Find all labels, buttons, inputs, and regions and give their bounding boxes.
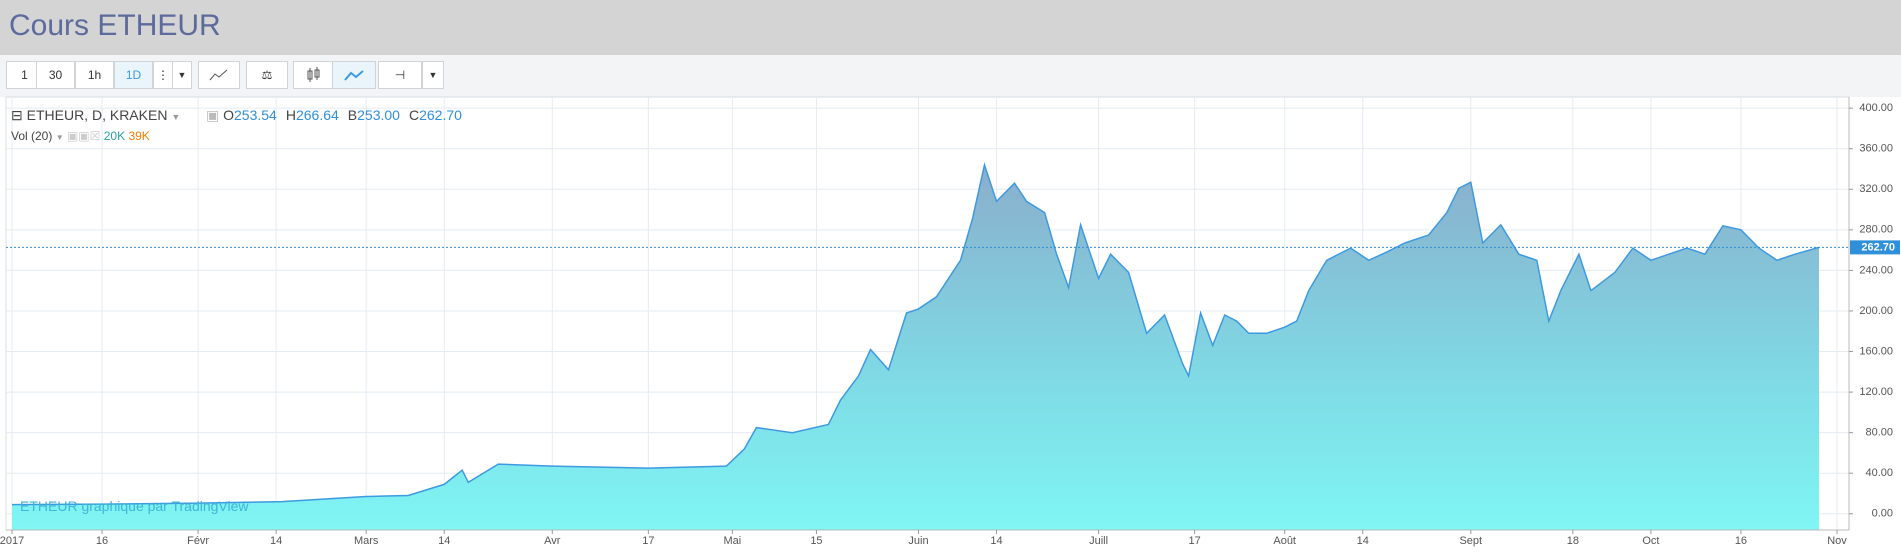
legend-symbol: ⊟ ETHEUR, D, KRAKEN ▼	[11, 107, 181, 123]
axes: 0.00 40.00 80.00 120.00 160.00 200.00 240.00 28…	[0, 102, 1900, 547]
x-tick-label: 16	[96, 535, 108, 547]
x-tick-label: Oct	[1642, 535, 1659, 547]
x-tick-label: Nov	[1827, 535, 1847, 547]
x-tick-label: 18	[1567, 535, 1579, 547]
volume-value: 20K	[103, 129, 126, 143]
x-tick-label: 2017	[0, 535, 24, 547]
x-tick-label: 14	[270, 535, 282, 547]
price-line	[11, 162, 1820, 506]
toolbar: 1 30 1h 1D ⋮ ▼ ⚖ ⊣ ▼	[0, 55, 1901, 97]
y-tick-label: 200.00	[1859, 305, 1893, 317]
y-tick-label: 240.00	[1859, 264, 1893, 276]
interval-button[interactable]: 30	[36, 61, 75, 89]
header: Cours ETHEUR	[0, 0, 1901, 55]
page-title: Cours ETHEUR	[9, 9, 221, 42]
series	[6, 162, 1849, 530]
x-tick-label: Févr	[187, 535, 209, 547]
y-tick-label: 80.00	[1865, 427, 1893, 439]
y-tick-label: 0.00	[1872, 508, 1893, 520]
x-tick-label: Sept	[1459, 535, 1482, 547]
icon	[344, 70, 364, 81]
ohlc-value: 253.00	[357, 107, 400, 123]
area-fill	[12, 164, 1819, 530]
candles-button[interactable]	[293, 61, 333, 89]
compare-button[interactable]: ⚖	[246, 61, 288, 89]
watermark: ETHEUR graphique par TradingView	[20, 498, 249, 514]
x-tick-label: 17	[1189, 535, 1201, 547]
y-tick-label: 280.00	[1859, 224, 1893, 236]
y-tick-label: 160.00	[1859, 345, 1893, 357]
icon	[209, 69, 228, 81]
symbol: ETHEUR, D, KRAKEN	[26, 107, 168, 123]
interval-button[interactable]: 1h	[75, 61, 114, 89]
area-button[interactable]	[332, 61, 376, 89]
legend-volume: Vol (20) ▼ ▣▣☒ 20K 39K	[11, 129, 150, 143]
icon	[307, 67, 320, 82]
ohlc-value: 266.64	[295, 107, 339, 123]
x-tick-label: 17	[642, 535, 654, 547]
ohlc-value: 253.54	[234, 107, 277, 123]
y-tick-label: 400.00	[1859, 102, 1893, 114]
x-tick-label: Mai	[724, 535, 742, 547]
ohlc-key: C	[408, 107, 420, 123]
more-button[interactable]: ⋮	[153, 61, 173, 89]
volume-name: Vol (20)	[11, 129, 53, 143]
indicators-button[interactable]	[198, 61, 240, 89]
x-tick-label: Juin	[908, 535, 928, 547]
last-price-box	[1850, 240, 1900, 255]
x-tick-label: 16	[1735, 535, 1747, 547]
dropdown-button[interactable]: ▼	[172, 61, 192, 89]
replay-button[interactable]: ⊣	[378, 61, 422, 89]
ohlc-value: 262.70	[419, 107, 462, 123]
x-tick-label: Mars	[354, 535, 379, 547]
dropdown-button[interactable]: ▼	[422, 61, 444, 89]
x-tick-label: 14	[990, 535, 1002, 547]
legend-ohlc: ▣ O253.54 H266.64 B253.00 C262.70	[206, 107, 462, 123]
x-tick-label: 14	[1357, 535, 1369, 547]
x-tick-label: Juill	[1089, 535, 1108, 547]
y-tick-label: 40.00	[1865, 467, 1893, 479]
interval-button[interactable]: 1D	[114, 61, 153, 89]
y-tick-label: 360.00	[1859, 143, 1893, 155]
y-tick-label: 120.00	[1859, 386, 1893, 398]
x-tick-label: Août	[1273, 535, 1296, 547]
volume-value: 39K	[128, 129, 150, 143]
x-tick-label: 14	[438, 535, 450, 547]
last-price-label: 262.70	[1861, 241, 1895, 253]
x-tick-label: 15	[810, 535, 822, 547]
x-tick-label: Avr	[544, 535, 561, 547]
ohlc-key: B	[347, 107, 358, 123]
ohlc-key: O	[223, 107, 235, 123]
y-tick-label: 320.00	[1859, 183, 1893, 195]
ohlc-key: H	[285, 107, 296, 123]
